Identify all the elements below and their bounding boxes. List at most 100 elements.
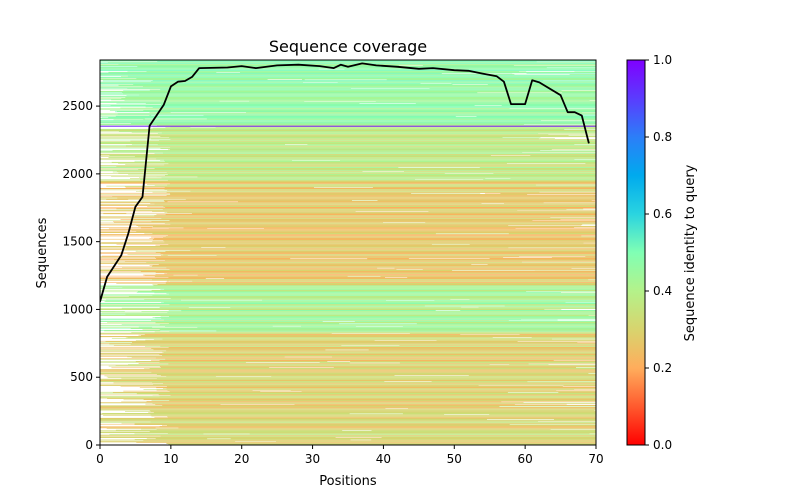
heatmap-gap	[339, 323, 417, 325]
y-axis: 0 500 1000 1500 2000 2500	[62, 99, 100, 452]
query-row	[100, 125, 596, 127]
heatmap-gap	[396, 269, 423, 270]
heatmap-gap	[152, 326, 198, 328]
heatmap-row	[100, 204, 596, 205]
heatmap-gap	[431, 243, 470, 245]
heatmap-row	[159, 353, 596, 355]
heatmap-gap	[349, 362, 400, 364]
x-tick-label: 40	[376, 452, 391, 466]
heatmap-row	[100, 102, 596, 103]
heatmap-row	[168, 293, 596, 295]
heatmap-row	[128, 173, 596, 175]
heatmap-gap	[137, 250, 191, 251]
heatmap-row	[151, 128, 596, 129]
heatmap-row	[165, 251, 596, 252]
heatmap-row	[116, 102, 596, 104]
heatmap-row	[162, 355, 596, 356]
heatmap-row	[100, 409, 596, 410]
heatmap-row	[100, 336, 596, 338]
heatmap-row	[100, 70, 596, 71]
heatmap-row	[100, 402, 596, 404]
heatmap-row	[100, 391, 596, 393]
heatmap-row	[166, 195, 596, 196]
heatmap-row	[163, 200, 596, 201]
heatmap-row	[165, 207, 596, 209]
heatmap-row	[169, 220, 596, 221]
heatmap-row	[146, 401, 596, 402]
heatmap-row	[161, 177, 596, 179]
heatmap-row	[100, 419, 596, 421]
heatmap-row	[100, 81, 596, 83]
heatmap-row	[100, 432, 596, 434]
heatmap-row	[100, 130, 596, 131]
heatmap-row	[100, 394, 596, 396]
heatmap-gap	[435, 233, 509, 235]
heatmap-row	[168, 363, 529, 365]
heatmap-row	[100, 332, 596, 334]
colorbar-axis: 0.0 0.2 0.4 0.6 0.8 1.0	[645, 53, 672, 452]
heatmap-gap	[167, 201, 238, 203]
heatmap-row	[134, 423, 596, 424]
heatmap-row	[138, 225, 596, 227]
heatmap-row	[100, 308, 545, 310]
heatmap-row	[151, 236, 596, 238]
heatmap-row	[100, 98, 596, 99]
heatmap-row	[100, 169, 596, 171]
heatmap-row	[145, 403, 567, 405]
heatmap-gap	[151, 114, 204, 116]
heatmap-row	[149, 115, 596, 116]
heatmap-gap	[290, 258, 368, 260]
heatmap-row	[163, 254, 596, 256]
heatmap-row	[100, 408, 596, 410]
heatmap-row	[100, 420, 596, 422]
heatmap-row	[100, 96, 596, 97]
heatmap-row	[161, 318, 596, 319]
heatmap-row	[100, 173, 596, 174]
heatmap-row	[162, 338, 552, 340]
heatmap-row	[100, 151, 596, 153]
heatmap-gap	[115, 310, 182, 312]
heatmap-row	[100, 246, 596, 248]
y-tick-label: 500	[70, 370, 93, 384]
heatmap-row	[154, 292, 596, 294]
heatmap-row	[134, 156, 596, 158]
heatmap-row	[100, 371, 596, 372]
heatmap-row	[160, 148, 596, 149]
heatmap-row	[164, 223, 596, 224]
heatmap-row	[100, 72, 596, 74]
heatmap-row	[106, 198, 596, 200]
heatmap-gap	[335, 436, 382, 438]
heatmap-row	[100, 437, 596, 438]
heatmap-row	[104, 375, 596, 377]
heatmap-row	[156, 429, 551, 430]
heatmap-gap	[136, 190, 191, 192]
heatmap-row	[110, 105, 596, 107]
heatmap-row	[100, 195, 596, 197]
heatmap-row	[100, 217, 596, 219]
heatmap-row	[152, 107, 596, 108]
heatmap-row	[116, 166, 596, 167]
heatmap-row	[131, 332, 596, 333]
heatmap-row	[100, 296, 596, 297]
colorbar-tick-label: 1.0	[653, 53, 672, 67]
heatmap-row	[100, 134, 549, 135]
heatmap-row	[100, 87, 596, 88]
heatmap-row	[161, 218, 596, 219]
heatmap-gap	[103, 395, 171, 396]
heatmap-row	[166, 192, 596, 193]
heatmap-row	[128, 364, 549, 365]
heatmap-row	[169, 137, 541, 139]
heatmap-row	[100, 137, 503, 138]
heatmap-row	[100, 305, 596, 307]
heatmap-row	[100, 94, 596, 95]
chart-title: Sequence coverage	[269, 37, 427, 56]
heatmap-row	[100, 118, 596, 119]
heatmap-row	[164, 201, 596, 202]
heatmap-row	[100, 78, 596, 79]
heatmap-row	[136, 442, 596, 443]
heatmap-row	[100, 77, 596, 78]
heatmap-row	[167, 273, 596, 274]
heatmap-row	[156, 176, 596, 178]
heatmap-row	[100, 256, 596, 257]
heatmap-row	[100, 138, 555, 139]
